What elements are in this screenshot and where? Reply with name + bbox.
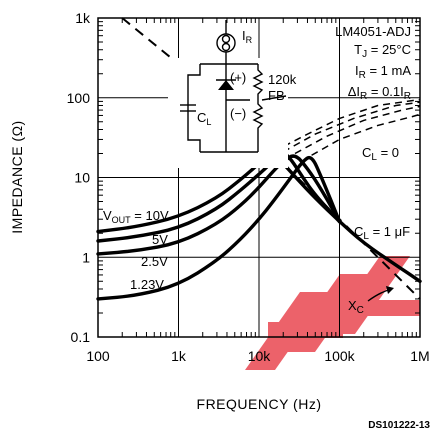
x-tick-label: 1M	[410, 348, 429, 364]
temperature-condition: TJ = 25°C	[354, 42, 411, 60]
series-line-3	[96, 155, 342, 301]
annotation-cl-1uf: CL = 1 μF	[354, 224, 410, 242]
y-axis-label: IMPEDANCE (Ω)	[9, 120, 25, 233]
delta-current-condition: ΔIR = 0.1IR	[348, 84, 411, 102]
x-tick-label: 1k	[171, 348, 187, 364]
series-line-2	[96, 154, 342, 256]
watermark-logo	[245, 256, 420, 370]
cl0-branch	[272, 98, 421, 153]
cl0-branch	[311, 113, 421, 156]
y-tick-label: 100	[67, 90, 91, 106]
footer-code: DS101222-13	[368, 420, 430, 431]
schematic-fb-label: FB	[268, 88, 285, 103]
zener-diode-icon	[218, 80, 234, 90]
y-tick-label: 1	[82, 249, 90, 265]
current-condition: IR = 1 mA	[355, 63, 411, 81]
xc-arrowhead	[386, 286, 394, 294]
grid-lines	[97, 17, 421, 338]
y-tick-label: 0.1	[71, 329, 91, 345]
schematic-minus-label: (−)	[230, 106, 246, 121]
annotation-xc: XC	[348, 298, 364, 316]
part-number: LM4051-ADJ	[335, 24, 411, 39]
y-tick-label: 10	[74, 170, 90, 186]
x-tick-label: 100	[86, 348, 110, 364]
x-tick-label: 10k	[248, 348, 272, 364]
series-label-2-5v: 2.5V	[141, 254, 168, 269]
schematic-ir-label: IR	[242, 28, 253, 45]
test-circuit-schematic: IR CL (+) (−) 120k FB	[168, 20, 297, 168]
cl0-branch	[282, 101, 421, 153]
series-label-10v: VOUT = 10V	[103, 208, 169, 225]
series-label-5v: 5V	[152, 232, 168, 247]
tick-labels: 100 1k 10k 100k 1M 0.1 1 10 100 1k	[67, 10, 430, 364]
annotation-cl-0: CL = 0	[362, 145, 399, 163]
series-line-1	[96, 152, 342, 243]
x-axis-label: FREQUENCY (Hz)	[197, 396, 322, 412]
schematic-plus-label: (+)	[230, 70, 246, 85]
x-tick-label: 100k	[324, 348, 355, 364]
schematic-cl-label: CL	[197, 110, 211, 127]
schematic-resistor-label: 120k	[268, 72, 297, 87]
cl0-branch	[294, 105, 421, 155]
series-label-1-23v: 1.23V	[130, 277, 164, 292]
feedback-resistor-icon	[252, 64, 264, 152]
plot-frame	[97, 17, 421, 338]
y-tick-label: 1k	[75, 10, 91, 26]
test-conditions: LM4051-ADJ TJ = 25°C IR = 1 mA ΔIR = 0.1…	[335, 24, 411, 102]
